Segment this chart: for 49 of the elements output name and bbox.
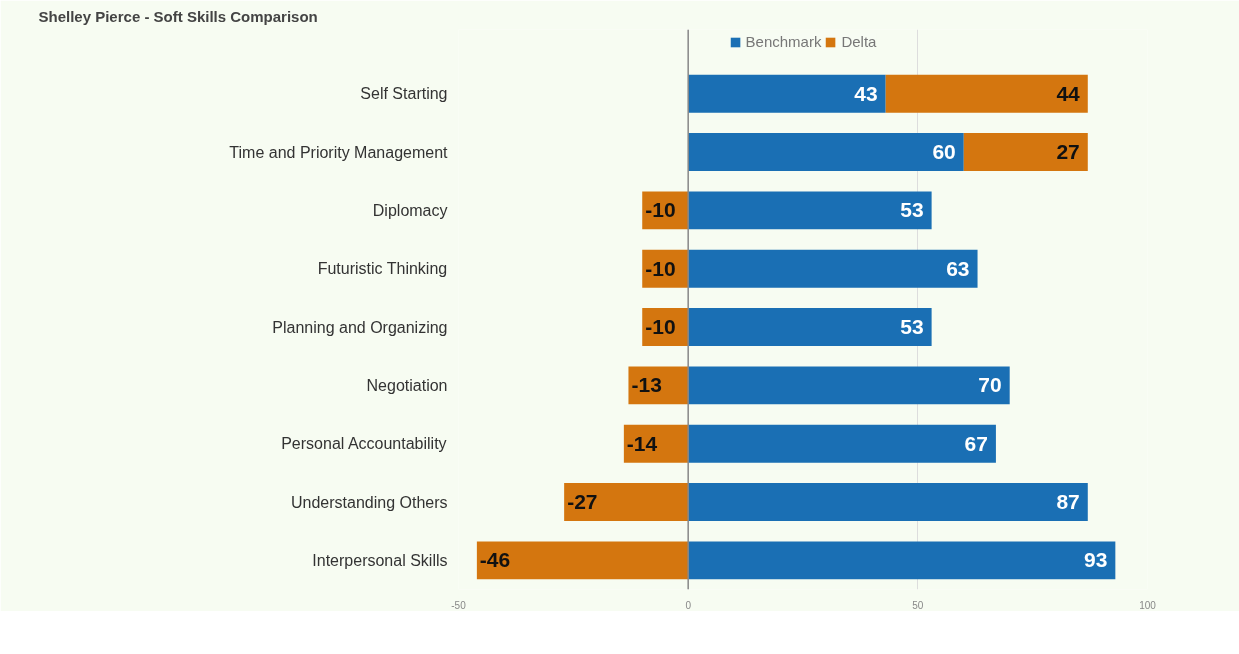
- data-label: 70: [978, 373, 1002, 397]
- data-label: -14: [626, 431, 658, 455]
- data-label: 60: [932, 140, 956, 163]
- x-tick-label: 0: [685, 599, 692, 611]
- bar: [688, 483, 1088, 521]
- data-label: -27: [567, 490, 598, 513]
- data-label: 53: [900, 315, 924, 338]
- bar: [688, 74, 886, 113]
- bar: [688, 424, 996, 463]
- data-label: -10: [645, 256, 676, 280]
- y-tick-label: Interpersonal Skills: [312, 551, 448, 569]
- data-label: 53: [900, 198, 924, 222]
- bar: [476, 541, 689, 580]
- bar: [688, 308, 932, 346]
- bar: [564, 483, 689, 521]
- bar: [628, 366, 689, 405]
- data-label: -10: [645, 198, 676, 222]
- legend-label: Benchmark: [745, 33, 822, 50]
- y-tick-label: Planning and Organizing: [272, 318, 448, 336]
- x-tick-label: 50: [912, 599, 924, 611]
- bar: [688, 191, 932, 230]
- y-tick-label: Futuristic Thinking: [317, 260, 448, 278]
- y-tick-label: Diplomacy: [372, 201, 448, 219]
- data-label: 44: [1056, 81, 1081, 105]
- bar: [688, 133, 964, 171]
- y-tick-label: Personal Accountability: [281, 435, 447, 453]
- legend-label: Delta: [841, 33, 877, 50]
- data-label: -10: [645, 315, 676, 338]
- text: Shelley Pierce - Soft Skills Comparison: [38, 7, 318, 25]
- bar: [688, 249, 978, 288]
- x-tick-label: 100: [1139, 599, 1157, 611]
- data-label: 63: [946, 256, 970, 280]
- y-tick-label: Understanding Others: [290, 493, 448, 511]
- y-tick-label: Negotiation: [366, 376, 448, 394]
- data-label: 67: [964, 431, 988, 455]
- bar: [688, 541, 1116, 580]
- y-tick-label: Time and Priority Management: [229, 143, 449, 161]
- y-tick-label: Self Starting: [360, 85, 448, 103]
- data-label: -46: [479, 548, 511, 572]
- bar: [885, 74, 1088, 113]
- bar: [963, 133, 1088, 171]
- bar: [623, 424, 689, 463]
- x-tick-label: -50: [451, 599, 467, 611]
- bar: [688, 366, 1010, 405]
- data-label: 87: [1056, 490, 1080, 513]
- data-label: -13: [631, 373, 662, 397]
- data-label: 43: [854, 81, 878, 105]
- data-label: 27: [1056, 140, 1080, 163]
- data-label: 93: [1083, 548, 1108, 572]
